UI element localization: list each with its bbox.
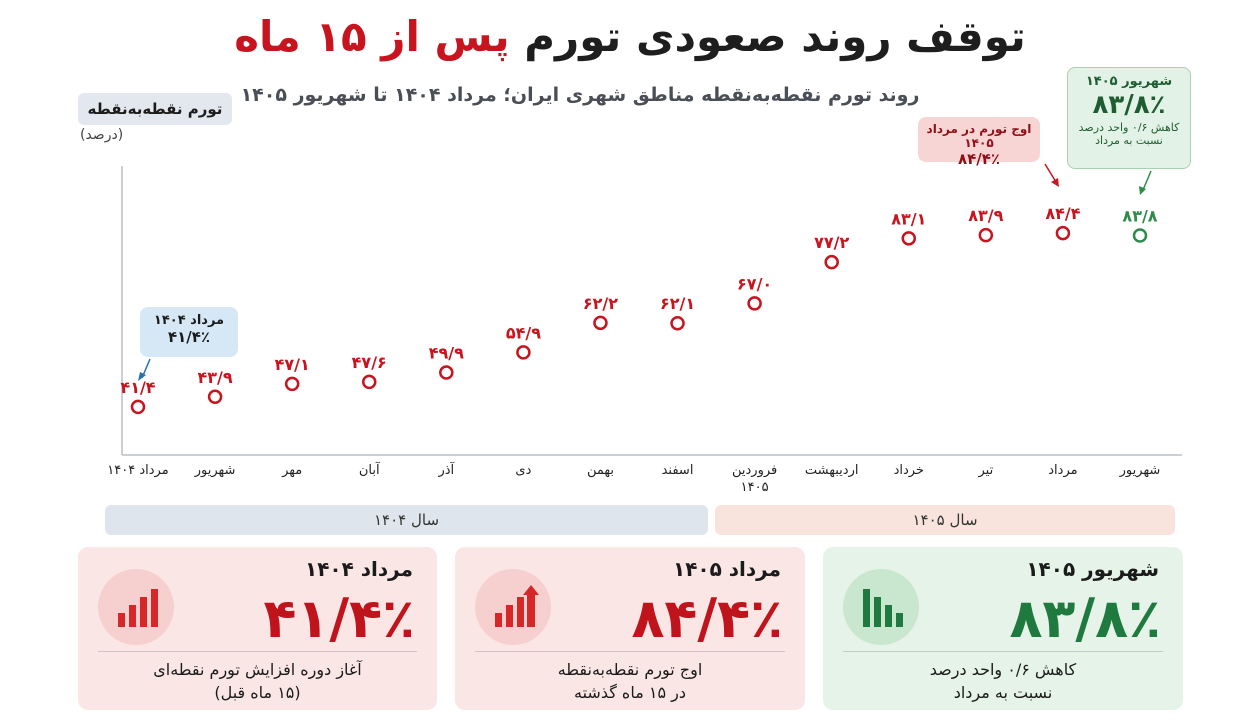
value-label: ۴۱/۴ [120,378,155,397]
x-tick-label: آذر [438,463,455,478]
value-label: ۵۴/۹ [506,323,541,342]
card-desc: نسبت به مرداد [953,683,1053,702]
value-label: ۸۳/۱ [891,209,926,228]
x-tick-label: فروردین ۱۴۰۵ [731,463,778,495]
x-tick-label: تیر [978,463,994,478]
card-desc: در ۱۵ ماه گذشته [574,683,686,702]
point [593,315,608,331]
value-label: ۶۲/۲ [583,294,618,313]
value-label: ۶۷/۰ [737,274,772,293]
card-divider [475,651,785,652]
point [516,345,531,360]
x-tick-label: شهریور [194,463,236,478]
annotation-arrowhead [1051,178,1059,187]
annotation-text: مرداد ۱۴۰۴ [153,313,225,328]
point [361,374,377,390]
value-label: ۴۹/۹ [429,344,464,363]
card-title: مرداد ۱۴۰۵ [673,557,781,581]
card-value: ۸۴/۴٪ [631,587,783,650]
card: شهریور ۱۴۰۵ ۸۳/۸٪ کاهش ۰/۶ واحد درصد نسب… [823,547,1183,710]
x-tick-label: بهمن [586,463,614,478]
year-band: سال ۱۴۰۵ [715,505,1175,535]
annotation-peak: اوج تورم در مرداد ۱۴۰۵ ۸۴/۴٪ [918,117,1040,168]
annotation-arrowhead [1139,186,1146,195]
annotation-end: شهریور ۱۴۰۵ ۸۳/۸٪ کاهش ۰/۶ واحد درصد نسب… [1067,67,1191,169]
card-icon [475,569,551,645]
x-tick-label: شهریور [1119,463,1161,478]
x-tick-label: مرداد [1048,463,1078,478]
title-highlight: پس از ۱۵ ماه [234,12,510,61]
year-band: سال ۱۴۰۴ [105,505,708,535]
card-divider [98,651,417,652]
x-tick-label: خرداد [893,463,924,478]
annotation-start: مرداد ۱۴۰۴ ۴۱/۴٪ [140,307,238,357]
annotation-text: کاهش ۰/۶ واحد درصد [1078,121,1180,134]
x-tick-label: اسفند [661,463,694,478]
value-label: ۶۲/۱ [660,294,695,313]
card-icon [843,569,919,645]
point [901,231,917,246]
x-tick-label: مهر [282,463,303,478]
point [824,254,839,270]
value-label: ۷۷/۲ [814,233,849,252]
card-title: شهریور ۱۴۰۵ [1026,557,1159,581]
point [670,315,685,331]
card-desc: کاهش ۰/۶ واحد درصد [929,660,1077,679]
subtitle: روند تورم نقطه‌به‌نقطه مناطق شهری ایران؛… [240,84,920,106]
card-desc: (۱۵ ماه قبل) [214,683,301,702]
value-label: ۸۳/۸ [1122,206,1157,225]
point [978,227,994,243]
value-label: ۴۷/۱ [275,355,310,374]
card: مرداد ۱۴۰۴ ۴۱/۴٪ آغاز دوره افزایش تورم ن… [78,547,437,710]
card: مرداد ۱۴۰۵ ۸۴/۴٪ اوج تورم نقطه‌به‌نقطه د… [455,547,805,710]
annotation-arrow [1044,163,1057,183]
point [1132,228,1148,243]
annotation-text: نسبت به مرداد [1095,134,1163,147]
value-label: ۴۷/۶ [352,353,387,372]
annotation-value: ۸۴/۴٪ [957,150,1001,168]
y-axis-unit: (درصد) [80,127,124,143]
annotation-value: ۸۳/۸٪ [1092,90,1166,120]
y-axis-label: تورم نقطه‌به‌نقطه [78,93,232,125]
card-value: ۴۱/۴٪ [263,587,415,650]
annotation-arrowhead [138,372,146,381]
card-icon [98,569,174,645]
x-tick-label: اردیبهشت [804,463,859,478]
x-tick-label: مرداد ۱۴۰۴ [107,463,169,478]
x-tick-label: دی [515,463,532,478]
card-title: مرداد ۱۴۰۴ [305,557,413,581]
annotation-text: شهریور ۱۴۰۵ [1085,74,1173,89]
x-tick-label: آبان [358,463,380,478]
annotation-text: اوج تورم در مرداد ۱۴۰۵ [926,122,1032,150]
card-desc: اوج تورم نقطه‌به‌نقطه [557,660,703,679]
card-divider [843,651,1163,652]
point [130,399,146,415]
value-label: ۸۴/۴ [1045,204,1080,223]
card-value: ۸۳/۸٪ [1009,587,1161,650]
point [747,296,762,311]
annotation-arrow [1142,170,1152,191]
point [439,365,454,380]
point [284,376,300,392]
annotation-value: ۴۱/۴٪ [167,328,211,346]
point [207,389,223,405]
card-desc: آغاز دوره افزایش تورم نقطه‌ای [153,660,362,679]
point [1055,225,1071,241]
value-label: ۸۳/۹ [968,206,1003,225]
title: توقف روند صعودی تورم پس از ۱۵ ماه [0,12,1260,61]
value-label: ۴۳/۹ [198,368,233,387]
title-text: توقف روند صعودی تورم [524,12,1026,61]
